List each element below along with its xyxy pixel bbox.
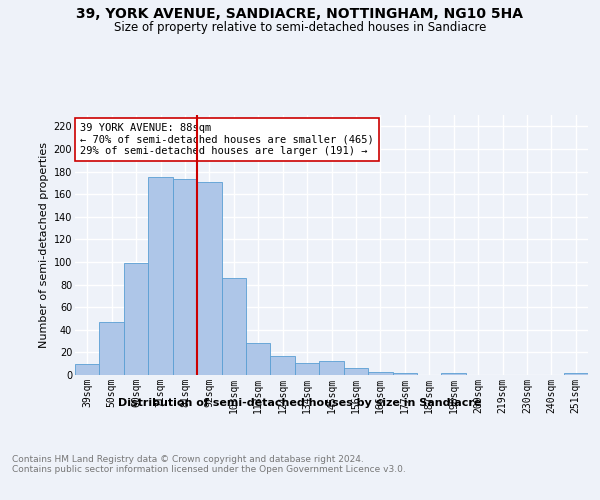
Bar <box>100 322 124 375</box>
Bar <box>563 372 588 375</box>
Bar <box>124 263 148 375</box>
Bar <box>368 372 392 375</box>
Text: Distribution of semi-detached houses by size in Sandiacre: Distribution of semi-detached houses by … <box>118 398 482 407</box>
Text: Size of property relative to semi-detached houses in Sandiacre: Size of property relative to semi-detach… <box>114 21 486 34</box>
Text: Contains HM Land Registry data © Crown copyright and database right 2024.
Contai: Contains HM Land Registry data © Crown c… <box>12 455 406 474</box>
Bar <box>75 364 100 375</box>
Text: 39 YORK AVENUE: 88sqm
← 70% of semi-detached houses are smaller (465)
29% of sem: 39 YORK AVENUE: 88sqm ← 70% of semi-deta… <box>80 123 374 156</box>
Bar <box>295 362 319 375</box>
Bar <box>392 372 417 375</box>
Bar <box>148 177 173 375</box>
Bar <box>246 344 271 375</box>
Y-axis label: Number of semi-detached properties: Number of semi-detached properties <box>40 142 49 348</box>
Bar <box>173 180 197 375</box>
Bar <box>442 372 466 375</box>
Bar <box>344 368 368 375</box>
Bar <box>319 362 344 375</box>
Text: 39, YORK AVENUE, SANDIACRE, NOTTINGHAM, NG10 5HA: 39, YORK AVENUE, SANDIACRE, NOTTINGHAM, … <box>77 8 523 22</box>
Bar <box>197 182 221 375</box>
Bar <box>221 278 246 375</box>
Bar <box>271 356 295 375</box>
